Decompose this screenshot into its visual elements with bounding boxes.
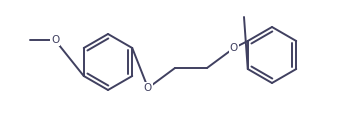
Text: O: O — [144, 83, 152, 93]
Text: O: O — [51, 35, 59, 45]
Text: O: O — [230, 43, 238, 53]
